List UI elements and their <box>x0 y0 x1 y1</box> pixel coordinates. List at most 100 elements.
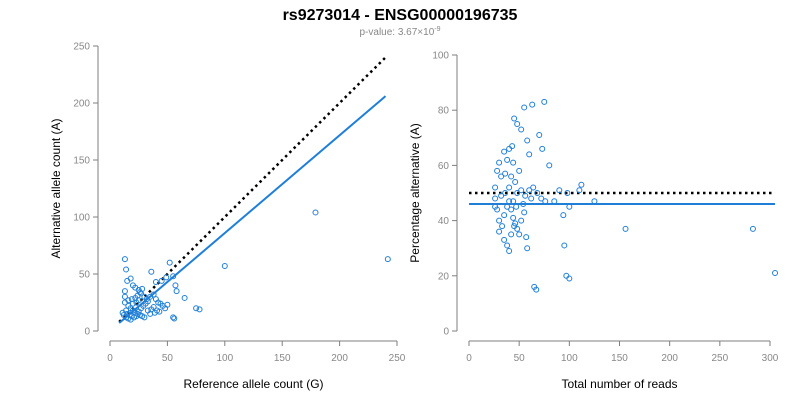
x-tick-label: 100 <box>216 353 233 364</box>
x-tick-label: 150 <box>611 353 628 364</box>
data-point <box>502 190 509 196</box>
data-point <box>518 217 525 224</box>
y-tick-label: 0 <box>443 327 449 338</box>
x-tick-label: 0 <box>466 353 472 364</box>
data-point <box>172 282 179 289</box>
data-point <box>561 242 568 249</box>
y-axis-title: Percentage alternative (A) <box>408 123 422 262</box>
data-point <box>156 308 163 315</box>
data-point <box>141 314 148 321</box>
scatter-panel-percentage: 0 50 100 150 200 250 300 0 20 40 60 80 100 Total numb… <box>408 51 779 392</box>
data-point <box>504 156 511 163</box>
data-point <box>516 167 523 174</box>
x-tick-label: 250 <box>389 353 406 364</box>
data-point <box>494 167 501 174</box>
data-point <box>524 137 531 144</box>
data-point <box>534 190 541 196</box>
data-point <box>121 293 128 300</box>
data-point <box>522 192 529 199</box>
data-point <box>508 206 515 213</box>
data-point <box>521 209 528 216</box>
data-point <box>496 228 503 235</box>
y-tick-label: 0 <box>84 327 90 338</box>
data-point <box>139 285 146 292</box>
data-point <box>193 305 200 312</box>
data-point <box>166 259 173 266</box>
data-point <box>524 245 531 252</box>
data-point <box>501 212 508 219</box>
y-tick-label: 80 <box>438 106 450 117</box>
data-point <box>135 297 142 304</box>
data-point <box>173 288 180 295</box>
data-point <box>530 184 537 191</box>
fit-line <box>118 95 387 324</box>
data-point <box>181 294 188 301</box>
data-point <box>506 145 513 152</box>
data-point <box>541 98 548 105</box>
data-point <box>384 256 391 263</box>
data-point <box>518 126 525 133</box>
data-point <box>148 268 155 275</box>
data-point <box>509 143 516 150</box>
data-point <box>539 145 546 152</box>
data-point <box>164 301 171 308</box>
data-point <box>121 256 128 263</box>
y-tick-label: 200 <box>73 99 90 110</box>
data-point <box>125 297 132 304</box>
data-point <box>536 132 543 139</box>
x-axis-title: Total number of reads <box>561 377 677 391</box>
x-tick-label: 0 <box>107 353 113 364</box>
data-point <box>510 159 517 166</box>
y-tick-label: 100 <box>73 213 90 224</box>
data-point <box>221 263 228 270</box>
data-point <box>152 278 159 285</box>
data-point <box>133 313 140 320</box>
data-point <box>564 190 571 196</box>
data-point <box>127 275 134 282</box>
data-point <box>511 115 518 122</box>
data-point <box>529 101 536 108</box>
data-point <box>492 184 499 191</box>
data-point <box>196 306 203 313</box>
x-tick-label: 150 <box>274 353 291 364</box>
data-point <box>492 195 499 202</box>
data-point <box>518 187 525 194</box>
y-tick-label: 100 <box>432 51 449 62</box>
data-point <box>158 277 165 284</box>
data-point <box>546 162 553 169</box>
chart-subtitle: p-value: 3.67×10-9 <box>359 26 440 38</box>
data-point <box>504 242 511 249</box>
x-tick-label: 200 <box>331 353 348 364</box>
data-point <box>170 273 177 280</box>
data-point <box>538 195 545 202</box>
data-point <box>772 270 779 277</box>
x-tick-label: 250 <box>711 353 728 364</box>
x-tick-label: 300 <box>762 353 779 364</box>
data-point <box>526 151 533 158</box>
data-point <box>121 288 128 295</box>
data-point <box>150 304 157 311</box>
scatter-panel-allele-counts: 0 50 100 150 200 250 0 50 100 150 200 250 Reference … <box>49 42 406 392</box>
x-tick-label: 100 <box>561 353 578 364</box>
data-point <box>563 272 570 279</box>
data-point <box>496 159 503 166</box>
x-tick-label: 200 <box>661 353 678 364</box>
y-tick-label: 20 <box>438 271 450 282</box>
p-value-text: p-value: 3.67×10 <box>359 27 434 38</box>
data-point <box>499 223 506 230</box>
data-point <box>510 214 517 221</box>
data-point <box>523 234 530 241</box>
data-point <box>528 195 535 202</box>
data-point <box>531 283 538 290</box>
x-tick-label: 50 <box>162 353 174 364</box>
data-point <box>514 121 521 127</box>
p-value-exponent: -9 <box>434 26 440 33</box>
data-point <box>542 198 549 205</box>
y-tick-label: 150 <box>73 156 90 167</box>
data-point <box>513 203 520 210</box>
y-tick-label: 40 <box>438 216 450 227</box>
data-point <box>576 187 583 194</box>
y-tick-label: 50 <box>79 270 91 281</box>
